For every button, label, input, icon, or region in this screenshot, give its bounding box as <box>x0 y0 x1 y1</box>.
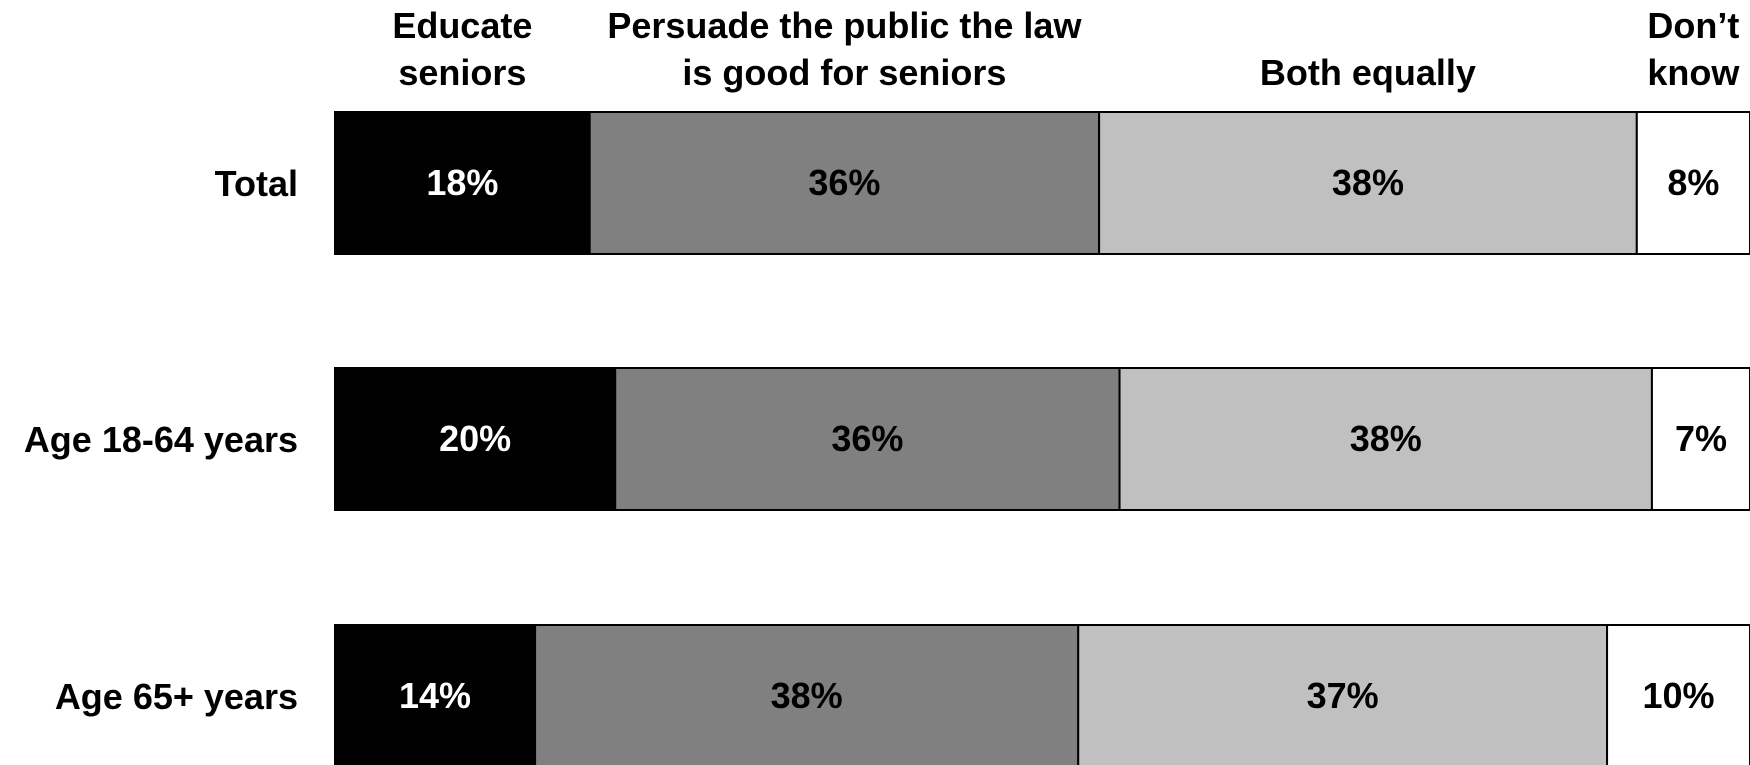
chart-rows: Total 18% 36% 38% 8% Age 18-64 years 20% 36% 38%… <box>24 111 1750 765</box>
column-header-both-equally: Both equally <box>1260 52 1476 93</box>
bar-segment-persuade-the-public-the-law-is-good-for-seniors <box>534 624 1080 765</box>
column-header-educate-seniors: Educate seniors <box>392 5 532 93</box>
bar-row-total: Total 18% 36% 38% 8% <box>215 111 1750 255</box>
row-label: Age 65+ years <box>55 676 298 717</box>
bar-row-age-65-years: Age 65+ years 14% 38% 37% 10% <box>55 624 1750 765</box>
bar-segment-dont-know <box>1606 624 1750 765</box>
data-label: 38% <box>1332 162 1404 203</box>
bar-row-age-18-64-years: Age 18-64 years 20% 36% 38% 7% <box>24 367 1750 511</box>
data-label: 36% <box>808 162 880 203</box>
row-label: Total <box>215 163 298 204</box>
bar-segment-persuade-the-public-the-law-is-good-for-seniors <box>588 111 1101 255</box>
data-label: 14% <box>399 675 471 716</box>
column-header-line: Don’t <box>1647 5 1739 46</box>
data-label: 20% <box>439 418 511 459</box>
data-label: 18% <box>426 162 498 203</box>
column-header-line: Educate <box>392 5 532 46</box>
bar-segment-dont-know <box>1635 111 1750 255</box>
data-label: 7% <box>1675 418 1727 459</box>
data-label: 38% <box>1350 418 1422 459</box>
column-header-line: know <box>1647 52 1740 93</box>
column-header-dont-know: Don’t know <box>1647 5 1740 93</box>
bar-segment-both-equally <box>1118 367 1653 511</box>
bar-segment-educate-seniors <box>334 111 591 255</box>
data-label: 10% <box>1643 675 1715 716</box>
data-label: 37% <box>1307 675 1379 716</box>
bar-segment-educate-seniors <box>334 367 617 511</box>
column-header-line: seniors <box>398 52 526 93</box>
data-label: 38% <box>771 675 843 716</box>
column-headers: Educate seniors Persuade the public the la… <box>392 5 1740 93</box>
data-label: 36% <box>831 418 903 459</box>
column-header-line: Both equally <box>1260 52 1476 93</box>
bar-segment-both-equally <box>1098 111 1638 255</box>
data-label: 8% <box>1667 162 1719 203</box>
column-header-line: is good for seniors <box>682 52 1006 93</box>
row-label: Age 18-64 years <box>24 419 298 460</box>
column-header-line: Persuade the public the law <box>607 5 1082 46</box>
column-header-persuade-the-public-the-law-is-good-for-seniors: Persuade the public the law is good for s… <box>607 5 1082 93</box>
bar-segment-persuade-the-public-the-law-is-good-for-seniors <box>614 367 1121 511</box>
